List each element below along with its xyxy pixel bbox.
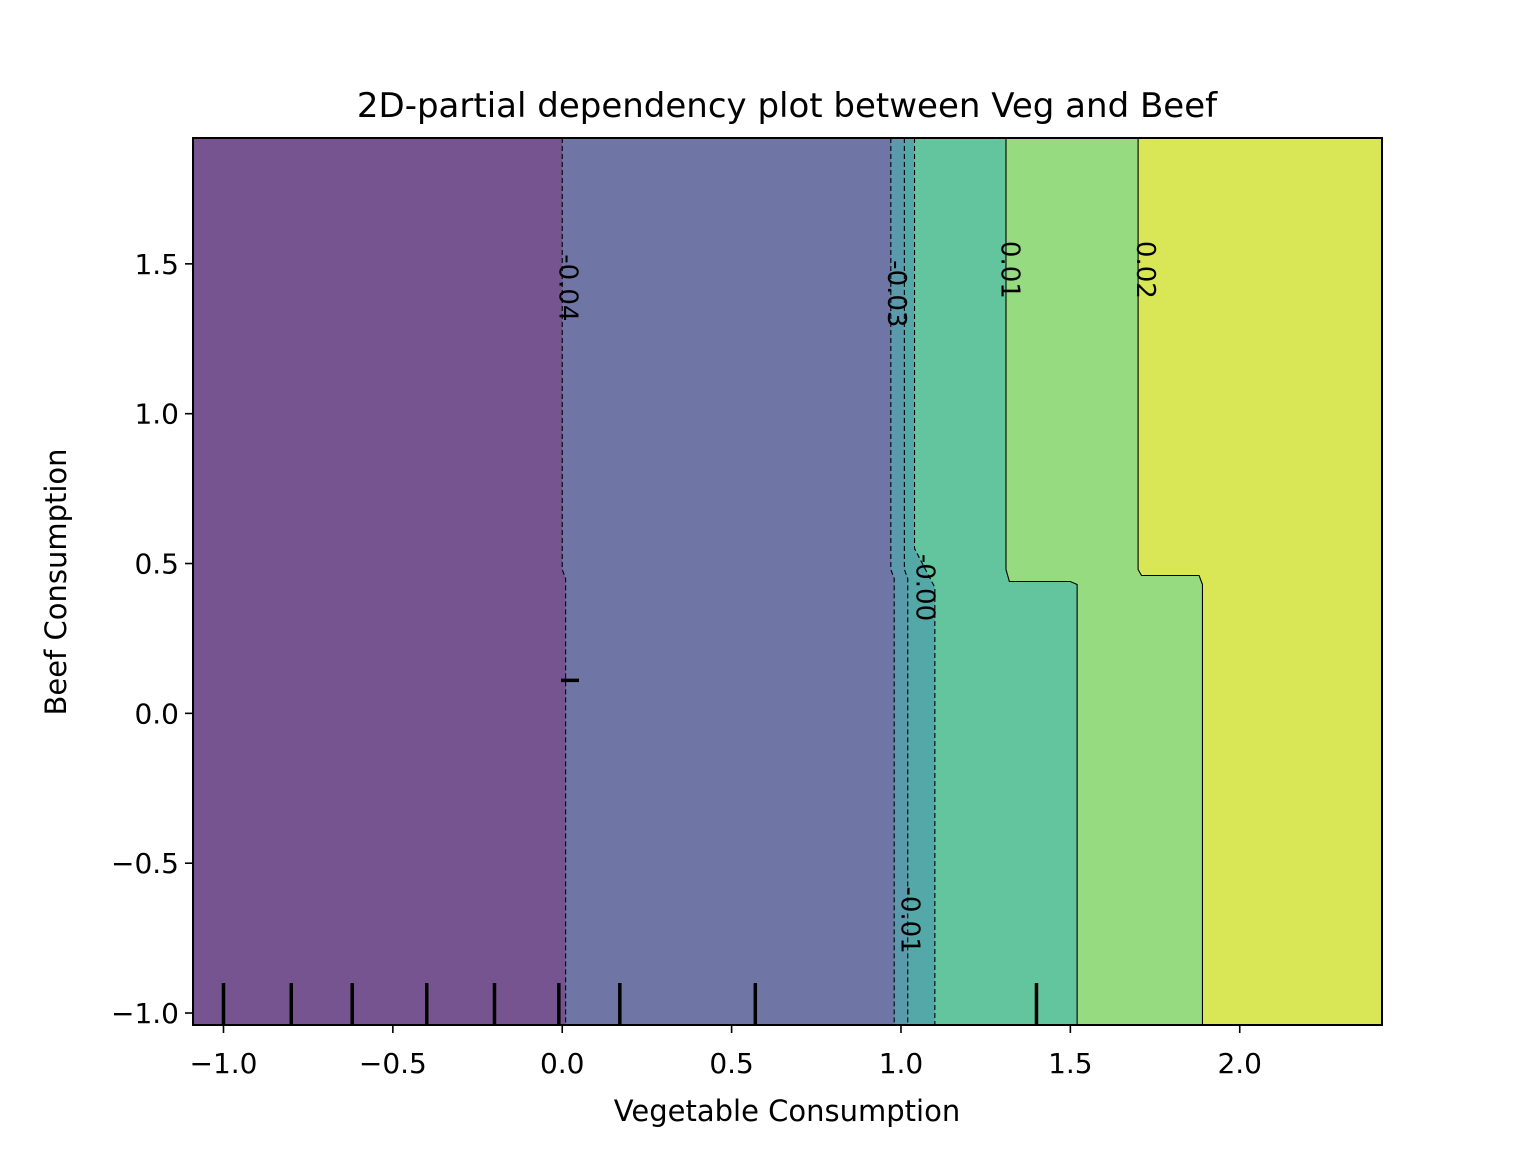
x-tick-label: 0.0 — [540, 1047, 585, 1080]
chart-title: 2D-partial dependency plot between Veg a… — [357, 86, 1218, 126]
contour-line — [913, 138, 936, 1025]
x-tick-label: 2.0 — [1217, 1047, 1262, 1080]
x-tick-label: 0.5 — [709, 1047, 754, 1080]
y-tick-label: 0.0 — [134, 697, 179, 730]
x-axis: −1.0 −0.5 0.0 0.5 1.0 1.5 2.0 — [189, 1025, 1262, 1080]
x-tick-label: −1.0 — [189, 1047, 257, 1080]
y-tick-label: −1.0 — [111, 997, 179, 1030]
y-tick-label: 1.0 — [134, 398, 179, 431]
x-tick-label: 1.0 — [879, 1047, 924, 1080]
contour-label: 0.01 — [994, 241, 1024, 299]
contour-line-layer — [561, 138, 1204, 1025]
y-axis-title: Beef Consumption — [39, 448, 73, 715]
x-axis-title: Vegetable Consumption — [614, 1094, 960, 1128]
decile-tick-layer — [221, 678, 1039, 1025]
contour-region-0 — [193, 138, 566, 1025]
plot-frame — [192, 137, 1383, 1026]
y-axis: −1.0 −0.5 0.0 0.5 1.0 1.5 — [111, 248, 193, 1030]
contour-label-layer: -0.04 -0.03 0.01 0.02 -0.00 -0.01 — [552, 241, 1160, 954]
contour-line — [561, 138, 567, 1025]
contour-label: -0.01 — [894, 886, 924, 953]
contour-line — [890, 138, 895, 1025]
y-tick-label: 0.5 — [134, 548, 179, 581]
contour-label: -0.03 — [881, 260, 911, 327]
contour-label: 0.02 — [1130, 241, 1160, 299]
contour-line — [1005, 138, 1078, 1025]
contour-label: -0.04 — [552, 254, 582, 321]
contour-line — [903, 138, 909, 1025]
contour-line — [1137, 138, 1204, 1025]
y-tick-label: 1.5 — [134, 248, 179, 281]
x-tick-label: 1.5 — [1048, 1047, 1093, 1080]
x-tick-label: −0.5 — [359, 1047, 427, 1080]
contour-label: -0.00 — [910, 554, 940, 621]
contour-fill-layer — [193, 138, 1382, 1025]
y-tick-label: −0.5 — [111, 847, 179, 880]
